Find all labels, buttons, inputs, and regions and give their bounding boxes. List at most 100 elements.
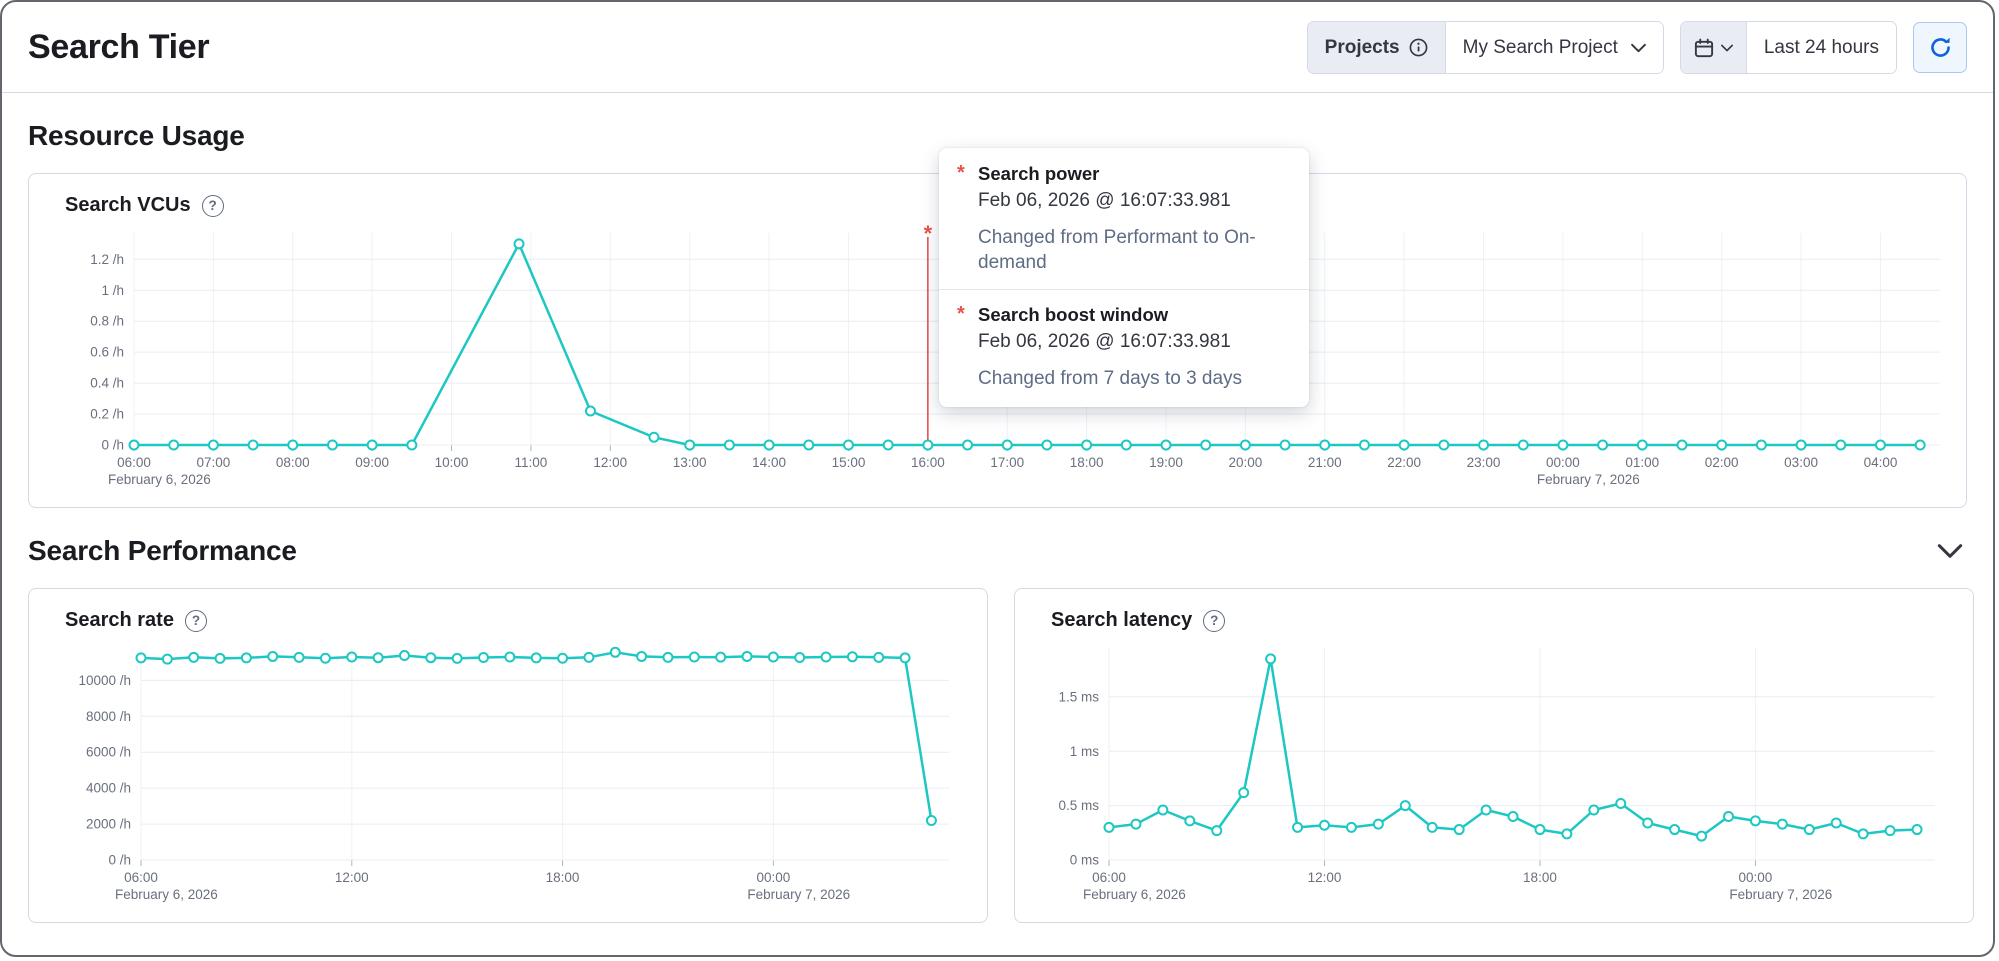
svg-text:12:00: 12:00 <box>335 870 369 885</box>
calendar-icon <box>1694 38 1714 58</box>
project-dropdown-value: My Search Project <box>1462 36 1618 58</box>
help-icon[interactable]: ? <box>201 194 224 217</box>
svg-text:14:00: 14:00 <box>752 455 786 470</box>
page-header: Search Tier Projects My Search Project <box>2 2 1993 92</box>
time-range-value: Last 24 hours <box>1763 36 1879 58</box>
svg-text:1.5 ms: 1.5 ms <box>1058 689 1099 704</box>
svg-text:03:00: 03:00 <box>1784 455 1818 470</box>
search-vcus-title: Search VCUs <box>65 194 191 216</box>
svg-text:23:00: 23:00 <box>1467 455 1501 470</box>
svg-text:0.4 /h: 0.4 /h <box>90 376 124 391</box>
svg-text:20:00: 20:00 <box>1228 455 1262 470</box>
svg-text:21:00: 21:00 <box>1308 455 1342 470</box>
svg-text:10:00: 10:00 <box>435 455 469 470</box>
header-controls: Projects My Search Project <box>1306 21 1967 74</box>
resource-usage-section-head: Resource Usage <box>28 120 1967 152</box>
projects-button-label: Projects <box>1324 36 1400 58</box>
svg-text:*: * <box>924 223 933 246</box>
annotation-tooltip: * Search power Feb 06, 2026 @ 16:07:33.9… <box>939 148 1309 408</box>
svg-text:February 7, 2026: February 7, 2026 <box>747 887 850 902</box>
collapse-section-button[interactable] <box>1933 539 1967 563</box>
svg-text:18:00: 18:00 <box>1523 870 1557 885</box>
svg-text:06:00: 06:00 <box>124 870 158 885</box>
svg-text:06:00: 06:00 <box>1092 870 1126 885</box>
annotation-description: Changed from 7 days to 3 days <box>978 368 1243 390</box>
annotation-item: * Search power Feb 06, 2026 @ 16:07:33.9… <box>957 162 1291 275</box>
svg-text:February 7, 2026: February 7, 2026 <box>1537 472 1640 487</box>
search-performance-heading: Search Performance <box>28 535 297 566</box>
annotation-title: Search boost window <box>978 304 1169 326</box>
search-rate-chart[interactable]: 06:00 February 6, 2026 12:00 18:00 00:00 Febr… <box>49 638 967 910</box>
svg-text:February 6, 2026: February 6, 2026 <box>1083 887 1186 902</box>
annotation-title: Search power <box>978 163 1100 184</box>
svg-text:11:00: 11:00 <box>515 455 548 470</box>
svg-text:08:00: 08:00 <box>276 455 310 470</box>
search-latency-title: Search latency <box>1051 609 1193 631</box>
svg-text:1 ms: 1 ms <box>1070 744 1100 759</box>
svg-text:00:00: 00:00 <box>1739 870 1773 885</box>
tooltip-divider <box>939 289 1309 291</box>
time-range-group: Last 24 hours <box>1679 21 1897 74</box>
project-dropdown[interactable]: My Search Project <box>1445 22 1663 73</box>
annotation-timestamp: Feb 06, 2026 @ 16:07:33.981 <box>978 190 1231 211</box>
svg-text:18:00: 18:00 <box>1070 455 1104 470</box>
project-selector-group: Projects My Search Project <box>1306 21 1664 74</box>
svg-text:16:00: 16:00 <box>911 455 945 470</box>
page-title: Search Tier <box>28 28 210 66</box>
help-icon[interactable]: ? <box>1203 609 1226 632</box>
search-latency-title-row: Search latency ? <box>1051 609 1953 632</box>
svg-text:February 7, 2026: February 7, 2026 <box>1729 887 1832 902</box>
svg-text:0.2 /h: 0.2 /h <box>90 407 124 422</box>
svg-text:0.5 ms: 0.5 ms <box>1058 798 1099 813</box>
annotation-description: Changed from Performant to On-demand <box>978 227 1256 274</box>
refresh-icon <box>1929 36 1952 59</box>
svg-text:06:00: 06:00 <box>117 455 151 470</box>
annotation-timestamp: Feb 06, 2026 @ 16:07:33.981 <box>978 331 1231 353</box>
search-latency-card: Search latency ? 06:00 February 6, 2026 12… <box>1014 588 1974 923</box>
search-performance-section-head: Search Performance <box>28 535 1967 567</box>
chevron-down-icon <box>1937 543 1963 559</box>
svg-text:00:00: 00:00 <box>756 870 790 885</box>
refresh-button[interactable] <box>1913 22 1967 73</box>
svg-text:2000 /h: 2000 /h <box>86 817 131 832</box>
svg-text:0 ms: 0 ms <box>1070 853 1100 868</box>
search-performance-cards: Search rate ? 06:00 February 6, 2026 12:00… <box>28 588 1974 923</box>
projects-button[interactable]: Projects <box>1307 22 1446 73</box>
svg-text:February 6, 2026: February 6, 2026 <box>108 472 211 487</box>
svg-text:4000 /h: 4000 /h <box>86 781 131 796</box>
svg-text:0 /h: 0 /h <box>101 438 124 453</box>
svg-text:1.2 /h: 1.2 /h <box>90 252 124 267</box>
svg-text:8000 /h: 8000 /h <box>86 709 131 724</box>
svg-text:13:00: 13:00 <box>673 455 707 470</box>
svg-text:07:00: 07:00 <box>196 455 230 470</box>
search-rate-title: Search rate <box>65 609 174 631</box>
svg-text:6000 /h: 6000 /h <box>86 745 131 760</box>
svg-text:19:00: 19:00 <box>1149 455 1183 470</box>
svg-text:17:00: 17:00 <box>990 455 1024 470</box>
resource-usage-heading: Resource Usage <box>28 120 245 151</box>
svg-text:10000 /h: 10000 /h <box>78 673 131 688</box>
search-latency-chart[interactable]: 06:00 February 6, 2026 12:00 18:00 00:00 Febr… <box>1035 638 1953 910</box>
annotation-marker-icon: * <box>957 303 965 326</box>
search-rate-title-row: Search rate ? <box>65 609 967 632</box>
info-icon <box>1409 38 1428 57</box>
svg-text:12:00: 12:00 <box>1308 870 1342 885</box>
svg-text:18:00: 18:00 <box>546 870 580 885</box>
svg-text:22:00: 22:00 <box>1387 455 1421 470</box>
search-vcus-title-row: Search VCUs ? <box>65 194 1946 217</box>
time-range-button[interactable]: Last 24 hours <box>1746 22 1896 73</box>
svg-text:09:00: 09:00 <box>355 455 389 470</box>
svg-text:02:00: 02:00 <box>1705 455 1739 470</box>
help-icon[interactable]: ? <box>184 609 207 632</box>
svg-text:01:00: 01:00 <box>1625 455 1659 470</box>
date-picker-button[interactable] <box>1680 22 1747 73</box>
svg-text:12:00: 12:00 <box>593 455 627 470</box>
svg-text:15:00: 15:00 <box>832 455 866 470</box>
annotation-item: * Search boost window Feb 06, 2026 @ 16:… <box>957 303 1291 391</box>
svg-text:February 6, 2026: February 6, 2026 <box>115 887 218 902</box>
svg-text:0 /h: 0 /h <box>108 853 131 868</box>
search-rate-card: Search rate ? 06:00 February 6, 2026 12:00… <box>28 588 988 923</box>
annotation-marker-icon: * <box>957 162 965 184</box>
chevron-down-icon <box>1720 44 1733 52</box>
